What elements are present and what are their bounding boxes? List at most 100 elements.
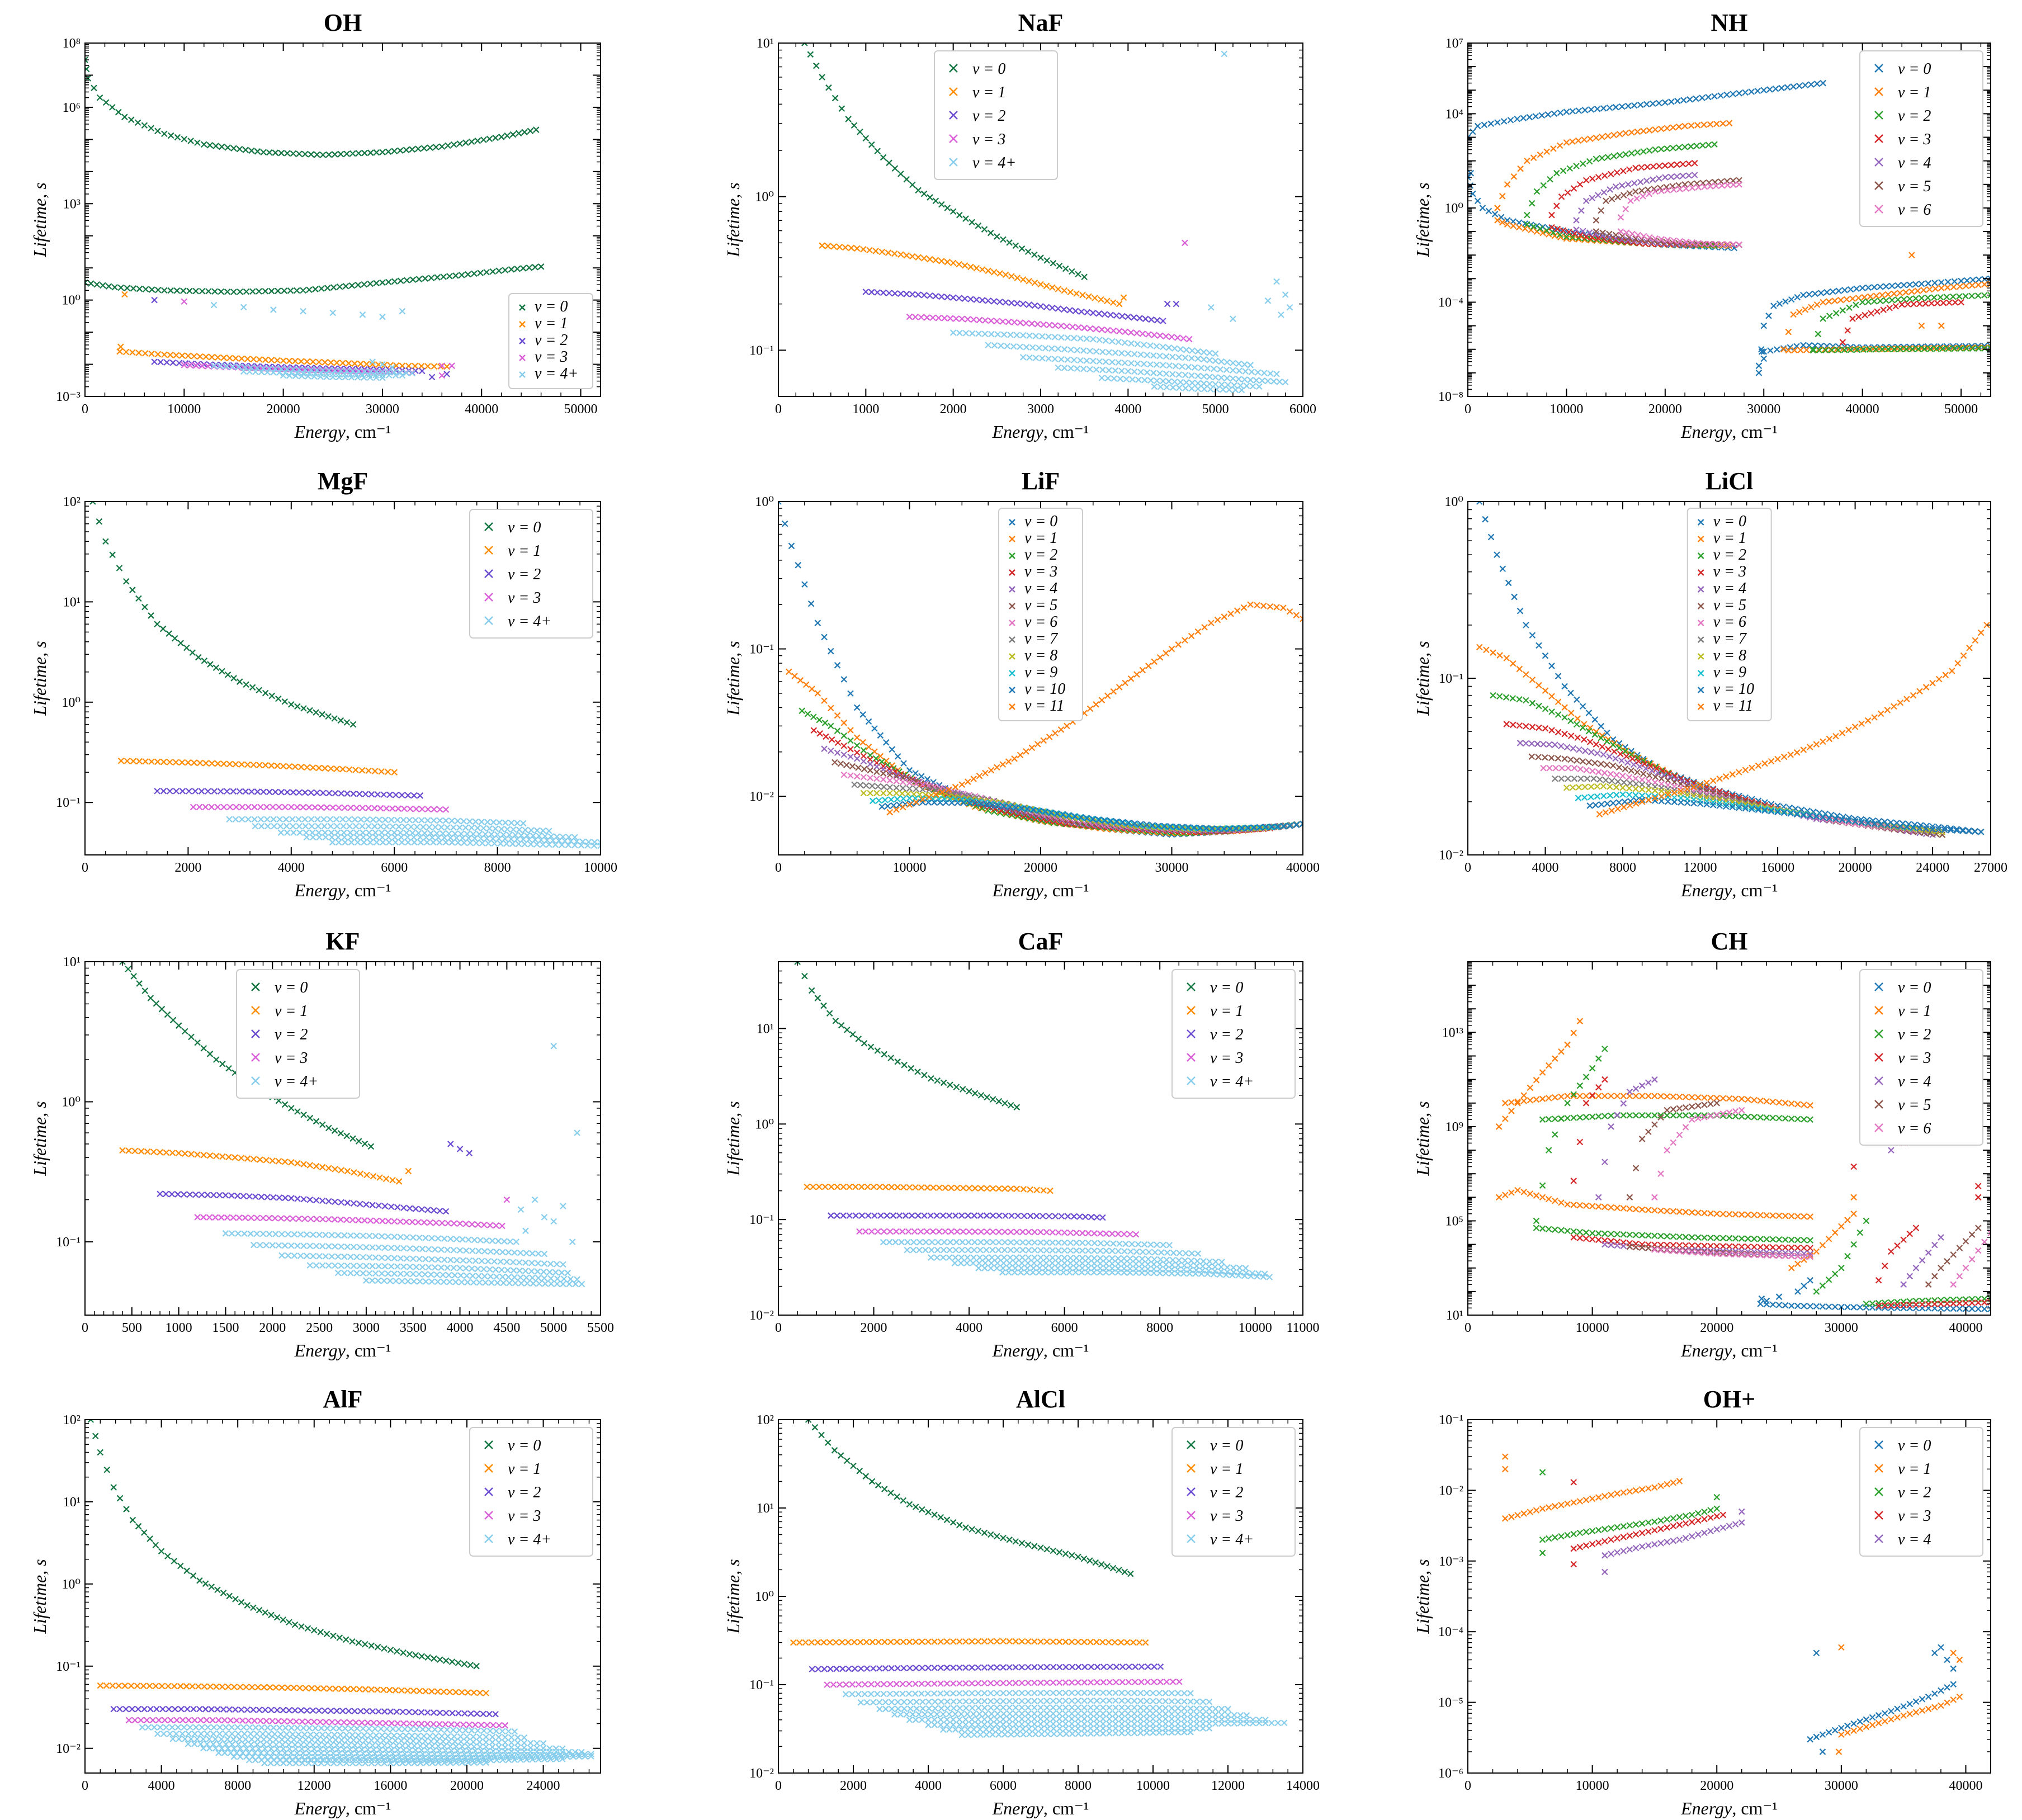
data-point [344, 790, 351, 797]
data-point [394, 816, 401, 824]
data-point [286, 763, 293, 770]
data-point [1820, 816, 1826, 823]
series-4 [210, 301, 415, 381]
data-point [1576, 181, 1584, 188]
data-point [1632, 164, 1639, 172]
data-point [954, 799, 961, 806]
data-point [348, 282, 356, 289]
data-point [1280, 604, 1287, 611]
data-point [1713, 120, 1720, 127]
data-point [220, 354, 228, 361]
data-point [1839, 339, 1846, 346]
data-point [201, 658, 208, 664]
data-point [1768, 758, 1775, 765]
y-tick-label: 10⁻⁴ [1438, 295, 1463, 310]
data-point [1536, 642, 1542, 649]
data-point [1670, 237, 1678, 244]
data-point [1607, 792, 1614, 799]
data-point [1837, 296, 1844, 304]
data-point [847, 737, 854, 744]
data-point [1168, 333, 1175, 341]
data-point [1150, 370, 1157, 376]
data-point [1888, 296, 1896, 304]
data-point [419, 367, 426, 375]
data-point [1221, 613, 1228, 620]
data-point [1600, 189, 1608, 196]
data-point [1099, 348, 1106, 356]
data-point [1043, 282, 1050, 290]
data-point [1780, 345, 1787, 352]
data-point [1540, 741, 1547, 748]
data-point [1604, 738, 1610, 745]
data-point [840, 743, 848, 749]
data-point [1268, 823, 1275, 830]
data-point [537, 263, 545, 270]
x-axis-label-unit: , cm⁻¹ [1043, 422, 1089, 442]
data-point [1690, 800, 1697, 807]
data-point [1156, 370, 1163, 377]
data-point [1207, 386, 1214, 393]
data-point [1796, 82, 1803, 89]
data-point [1808, 81, 1815, 88]
data-point [115, 108, 122, 116]
data-point [385, 148, 392, 155]
y-tick-label: 10³ [63, 197, 81, 211]
data-point [1643, 177, 1650, 185]
data-point [1918, 280, 1925, 287]
data-area [801, 43, 1293, 394]
data-point [443, 371, 450, 377]
data-point [1835, 287, 1843, 294]
y-tick-label: 10⁷ [1445, 36, 1463, 51]
legend-entry: ν = 7 [1024, 630, 1058, 647]
data-point [384, 368, 391, 376]
data-point [1618, 757, 1625, 764]
data-point [1090, 335, 1097, 343]
data-point [1612, 183, 1619, 190]
data-point [210, 301, 218, 309]
data-point [385, 278, 392, 286]
data-point [1098, 375, 1106, 381]
data-point [1023, 748, 1029, 755]
legend-entry: ν = 1 [535, 315, 568, 332]
data-point [510, 826, 517, 833]
data-point [248, 147, 255, 154]
data-point [802, 681, 810, 688]
data-point [1165, 344, 1173, 351]
x-tick-label: 0 [775, 861, 782, 875]
data-point [949, 329, 957, 336]
data-point [194, 139, 201, 146]
data-point [1884, 824, 1891, 831]
data-point [1617, 228, 1624, 235]
data-point [1722, 803, 1730, 810]
data-point [1670, 186, 1678, 193]
data-point [1468, 134, 1471, 141]
data-point [329, 804, 337, 811]
data-point [1851, 724, 1859, 730]
data-point [1897, 699, 1904, 706]
data-point [1628, 129, 1635, 136]
data-point [1273, 371, 1280, 377]
legend-marker [1697, 703, 1704, 710]
legend-entry: ν = 2 [1898, 107, 1931, 125]
data-point [1651, 787, 1659, 794]
data-point [1098, 697, 1106, 703]
data-point [306, 1114, 314, 1122]
data-point [294, 1108, 301, 1115]
y-tick-label: 10⁻¹ [56, 796, 81, 810]
data-point [834, 712, 841, 719]
data-point [337, 150, 344, 158]
data-point [877, 753, 884, 760]
data-point [389, 364, 396, 371]
data-point [853, 742, 861, 749]
data-point [1070, 357, 1078, 363]
data-point [515, 840, 522, 848]
data-point [1599, 134, 1605, 140]
data-point [1582, 748, 1589, 754]
data-point [999, 761, 1007, 768]
data-point [1593, 217, 1600, 224]
data-point [1051, 334, 1059, 341]
data-point [468, 824, 475, 831]
data-point [1748, 88, 1755, 95]
data-point [198, 788, 205, 795]
